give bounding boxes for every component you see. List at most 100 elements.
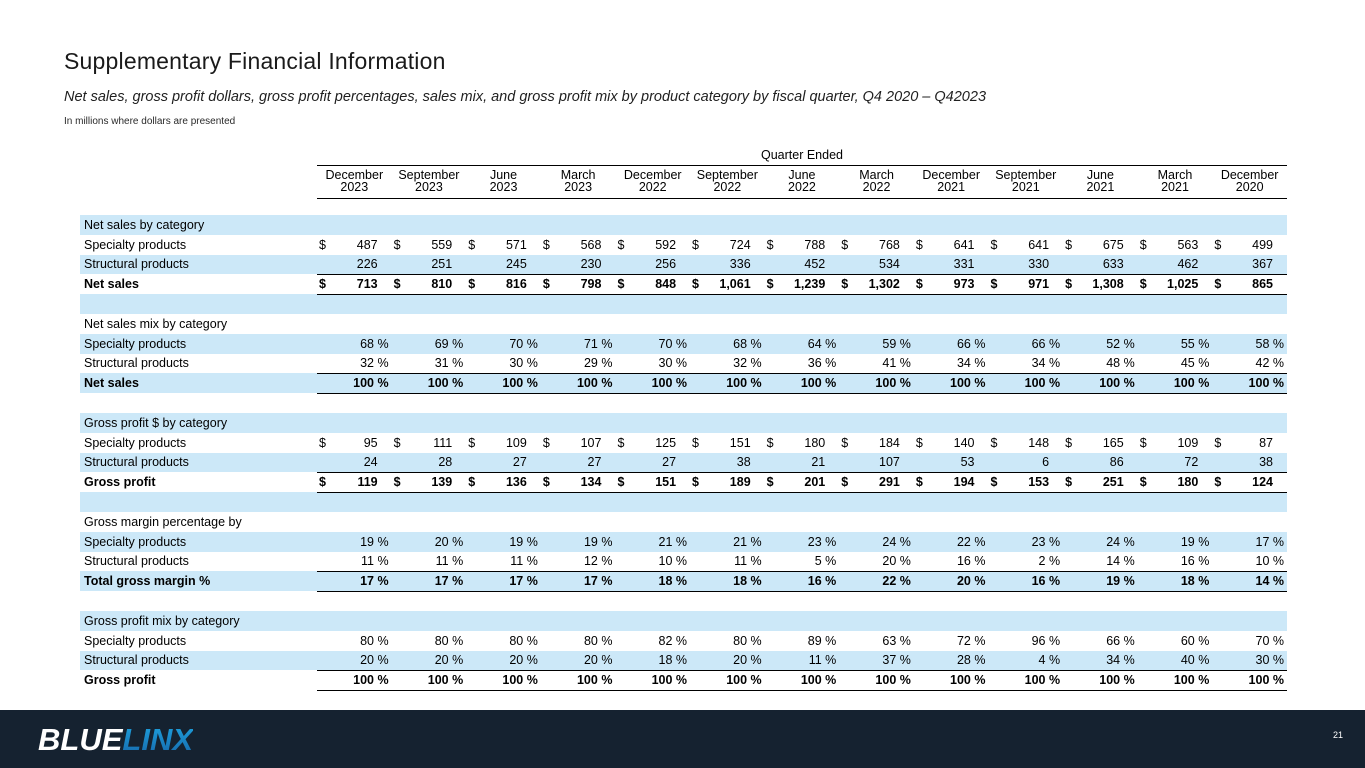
value-cell: $251 xyxy=(1063,472,1138,493)
cell-value: 568 xyxy=(580,237,602,252)
column-header: June 2021 xyxy=(1063,165,1138,199)
value-cell: $111 xyxy=(392,433,467,453)
column-month: March xyxy=(1157,167,1193,182)
cell-value: 291 xyxy=(879,475,900,490)
cell-value: 165 xyxy=(1102,435,1124,450)
cell-value: 28 xyxy=(438,455,453,470)
cell-value: 36 % xyxy=(807,356,837,371)
cell-value: 810 xyxy=(431,277,453,292)
value-cell: $119 xyxy=(317,472,392,493)
dollar-sign: $ xyxy=(542,435,550,450)
cell-value: 245 xyxy=(505,257,527,272)
value-cell: $1,308 xyxy=(1063,274,1138,295)
cell-value: 134 xyxy=(580,475,602,490)
value-cell: 633 xyxy=(1063,254,1138,275)
cell-value: 100 % xyxy=(353,673,389,688)
value-cell: 45 % xyxy=(1137,353,1213,374)
cell-value: 201 xyxy=(804,475,826,490)
section-header-row: Net sales by category xyxy=(80,215,1287,235)
value-cell: $189 xyxy=(690,472,765,493)
dollar-sign: $ xyxy=(617,435,625,450)
value-cell: 100 % xyxy=(988,670,1064,691)
cell-value: 798 xyxy=(580,277,602,292)
value-cell: 12 % xyxy=(540,551,616,572)
column-header: December 2022 xyxy=(615,165,691,199)
cell-value: 16 % xyxy=(1180,554,1210,569)
value-cell: $810 xyxy=(391,274,467,295)
data-row: Total gross margin % 17 % 17 % 17 % 17 % 18 %… xyxy=(80,571,1287,592)
cell-value: 109 xyxy=(505,435,527,450)
value-cell: $641 xyxy=(988,235,1063,255)
value-cell: 28 % xyxy=(913,650,989,671)
value-cell: 89 % xyxy=(765,631,840,651)
value-cell: 20 % xyxy=(690,650,765,671)
value-cell: 30 % xyxy=(1212,650,1287,671)
column-year: 2021 xyxy=(1086,180,1115,194)
value-cell: 38 xyxy=(1212,452,1287,473)
section-header-label: Net sales mix by category xyxy=(84,316,228,331)
value-cell: $848 xyxy=(615,274,691,295)
cell-value: 1,302 xyxy=(868,277,900,292)
value-cell: 11 % xyxy=(391,551,467,572)
cell-value: 499 xyxy=(1252,237,1273,252)
cell-value: 973 xyxy=(953,277,975,292)
column-year: 2022 xyxy=(862,180,891,194)
column-year: 2022 xyxy=(788,180,816,194)
value-cell: 19 % xyxy=(317,532,392,552)
value-cell: $153 xyxy=(988,472,1064,493)
value-cell: 60 % xyxy=(1138,631,1213,651)
value-cell: 17 % xyxy=(1212,532,1287,552)
value-cell: 20 % xyxy=(391,650,467,671)
cell-value: 29 % xyxy=(583,356,613,371)
value-cell: 17 % xyxy=(540,571,616,592)
cell-value: 59 % xyxy=(882,336,911,351)
cell-value: 100 % xyxy=(1248,673,1284,688)
value-cell: 58 % xyxy=(1212,334,1287,354)
value-cell: 80 % xyxy=(541,631,616,651)
value-cell: $194 xyxy=(913,472,989,493)
column-header: June 2023 xyxy=(466,165,541,199)
dollar-sign: $ xyxy=(990,237,998,252)
section-header-label: Gross profit $ by category xyxy=(84,415,228,430)
spacer-row xyxy=(80,591,1287,611)
cell-value: 256 xyxy=(655,257,677,272)
column-header: June 2022 xyxy=(764,165,840,199)
value-cell: 20 % xyxy=(317,650,392,671)
cell-value: 724 xyxy=(729,237,751,252)
cell-value: 100 % xyxy=(1099,673,1135,688)
value-cell: 59 % xyxy=(839,334,914,354)
value-cell: $125 xyxy=(615,433,690,453)
cell-value: 1,025 xyxy=(1167,277,1199,292)
value-cell: 107 xyxy=(839,452,914,473)
financial-table-body: Net sales by category Specialty products $… xyxy=(80,215,1287,691)
cell-value: 100 % xyxy=(651,673,688,688)
value-cell: 72 % xyxy=(914,631,989,651)
value-cell: 30 % xyxy=(615,353,691,374)
cell-value: 107 xyxy=(879,455,900,470)
cell-value: 2 % xyxy=(1038,554,1061,569)
cell-value: 226 xyxy=(356,257,378,272)
value-cell: $568 xyxy=(541,235,616,255)
row-label: Specialty products xyxy=(84,435,187,450)
cell-value: 100 % xyxy=(726,673,762,688)
header-corner-cell xyxy=(80,165,317,198)
value-cell: 70 % xyxy=(1212,631,1287,651)
cell-value: 19 % xyxy=(1106,574,1135,589)
column-month: December xyxy=(325,167,384,182)
value-cell: $184 xyxy=(839,433,914,453)
value-cell: 100 % xyxy=(466,670,541,691)
dollar-sign: $ xyxy=(542,277,550,292)
column-year: 2022 xyxy=(638,180,667,194)
cell-value: 100 % xyxy=(1248,376,1284,391)
cell-value: 48 % xyxy=(1106,356,1135,371)
value-cell: 100 % xyxy=(1063,373,1138,394)
cell-value: 641 xyxy=(1028,237,1050,252)
value-cell: 19 % xyxy=(1063,571,1138,592)
cell-value: 18 % xyxy=(1180,574,1210,589)
value-cell: 17 % xyxy=(466,571,541,592)
cell-value: 34 % xyxy=(956,356,986,371)
cell-value: 70 % xyxy=(658,336,688,351)
cell-value: 17 % xyxy=(583,574,613,589)
value-cell: 100 % xyxy=(690,373,765,394)
dollar-sign: $ xyxy=(1065,237,1073,252)
